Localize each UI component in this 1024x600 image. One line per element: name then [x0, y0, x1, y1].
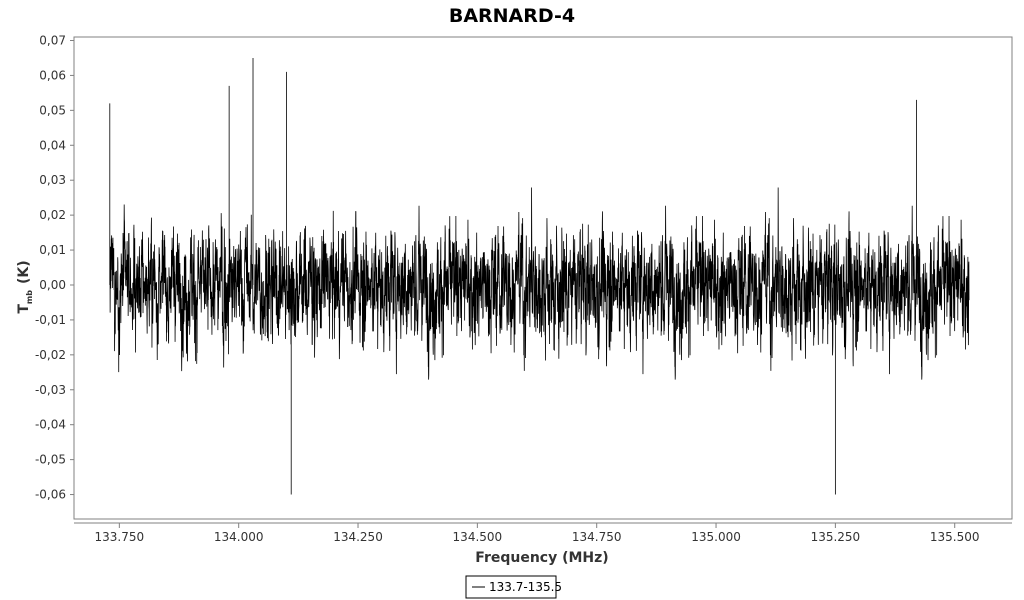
chart-title: BARNARD-4	[449, 5, 575, 27]
legend-label: 133.7-135.5	[489, 580, 562, 594]
series-layer	[109, 57, 970, 495]
y-axis-label-unit: (K)	[16, 260, 32, 284]
x-axis-label: Frequency (MHz)	[475, 550, 608, 566]
legend-box	[465, 575, 557, 599]
y-tick-label: 0,03	[39, 173, 66, 187]
y-axis-label: Tmb (K)	[16, 260, 34, 313]
x-tick-label: 133.750	[95, 530, 145, 544]
y-axis: 0,07 0,06 0,05 0,04 0,03 0,02 0,01 0,00 -0,01 -0,…	[35, 33, 74, 502]
y-tick-label: 0,02	[39, 208, 66, 222]
y-tick-label: 0,06	[39, 68, 66, 82]
x-tick-label: 135.250	[811, 530, 861, 544]
y-tick-label: 0,05	[39, 103, 66, 117]
y-tick-label: -0,02	[35, 348, 66, 362]
x-tick-label: 135.500	[930, 530, 980, 544]
y-tick-label: 0,01	[39, 243, 66, 257]
y-tick-label: 0,07	[39, 33, 66, 47]
x-axis: 133.750 134.000 134.250 134.500 134.750 135.0…	[74, 522, 1012, 544]
y-tick-label: -0,05	[35, 453, 66, 467]
y-tick-label: -0,01	[35, 313, 66, 327]
y-tick-label: 0,00	[39, 278, 66, 292]
x-tick-label: 134.750	[572, 530, 622, 544]
y-tick-label: -0,03	[35, 383, 66, 397]
x-tick-label: 134.250	[333, 530, 383, 544]
x-tick-label: 135.000	[691, 530, 741, 544]
y-axis-label-sub: mb	[25, 290, 34, 304]
x-tick-label: 134.500	[453, 530, 503, 544]
y-tick-label: 0,04	[39, 138, 66, 152]
y-axis-label-main: T	[16, 304, 32, 314]
y-tick-label: -0,04	[35, 418, 66, 432]
legend[interactable]: 133.7-135.5	[465, 575, 562, 599]
y-tick-label: -0,06	[35, 488, 66, 502]
spectrum-line	[109, 57, 970, 495]
x-tick-label: 134.000	[214, 530, 264, 544]
